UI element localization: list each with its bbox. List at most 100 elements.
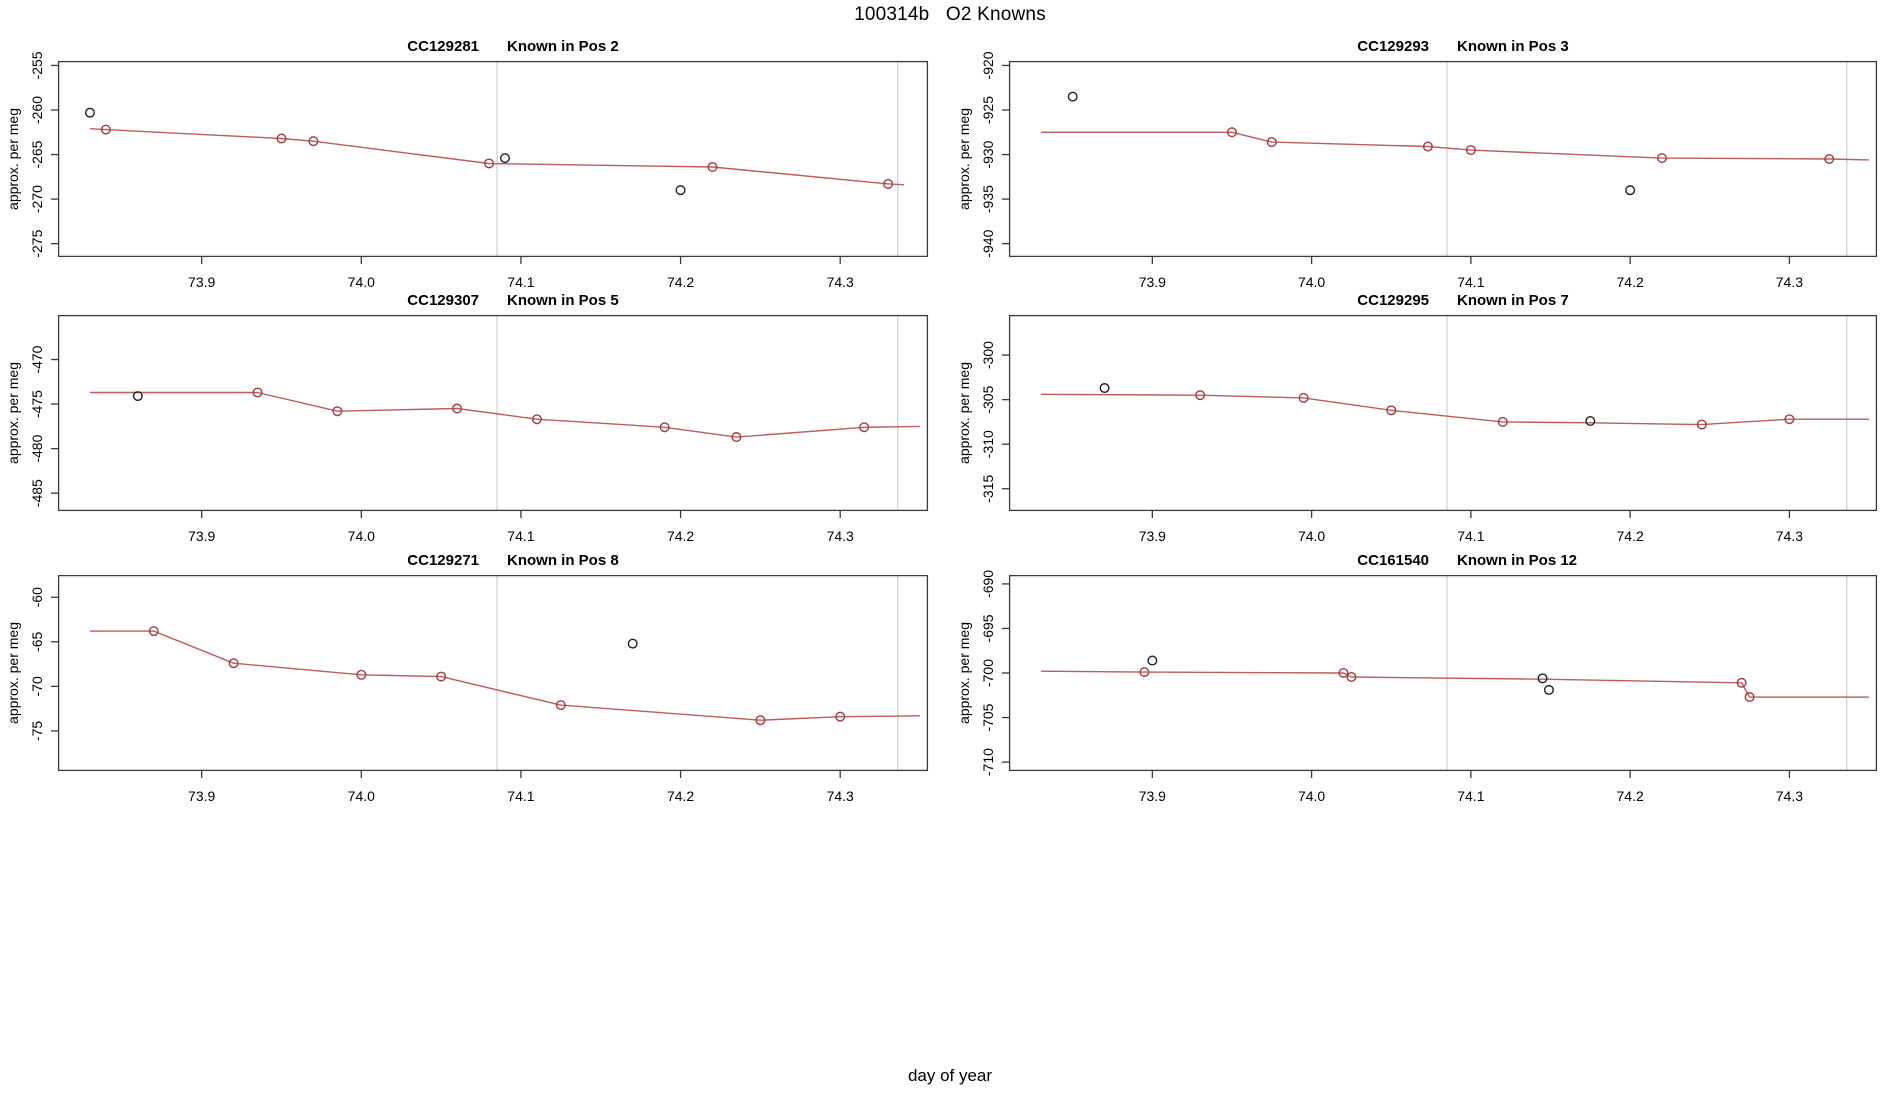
y-tick-label: -65 — [29, 631, 45, 651]
y-tick-label: -940 — [980, 229, 996, 257]
subplot-title-pos: Known in Pos 8 — [507, 552, 619, 569]
plot-area: 73.9 74.0 74.1 74.2 74.3 -60 -65 -70 -75 approx. … — [5, 552, 929, 804]
flagged-point — [675, 185, 686, 196]
fit-line — [89, 391, 921, 438]
x-tick-label: 74.3 — [1776, 528, 1803, 544]
y-tick-label: -275 — [29, 229, 45, 257]
x-tick-label: 74.2 — [667, 274, 694, 290]
data-point — [1736, 677, 1747, 688]
plot-frame — [57, 574, 929, 772]
y-tick-label: -480 — [29, 434, 45, 462]
data-point — [707, 162, 718, 173]
data-point — [1338, 667, 1349, 678]
y-tick-label: -75 — [29, 721, 45, 741]
x-tick-label: 74.1 — [507, 274, 534, 290]
y-axis-label: approx. per meg — [956, 362, 972, 464]
y-tick-label: -265 — [29, 140, 45, 168]
flagged-point — [1543, 684, 1554, 695]
data-point — [859, 422, 870, 433]
plot-area: 73.9 74.0 74.1 74.2 74.3 -470 -475 -480 -485 appr… — [5, 292, 929, 544]
x-tick-label: 74.3 — [827, 528, 854, 544]
data-point — [1696, 419, 1707, 430]
flagged-point — [1585, 416, 1596, 427]
subplot-title-pos: Known in Pos 12 — [1457, 552, 1577, 569]
y-tick-label: -260 — [29, 96, 45, 124]
flagged-point — [499, 153, 510, 164]
data-point — [332, 406, 343, 417]
subplot-title-id: CC129281 — [407, 38, 479, 55]
y-tick-label: -300 — [980, 341, 996, 369]
x-tick-label: 74.2 — [667, 788, 694, 804]
data-point — [835, 711, 846, 722]
fit-line — [1040, 131, 1870, 161]
data-point — [1422, 141, 1433, 152]
data-point — [228, 658, 239, 669]
y-axis-label: approx. per meg — [5, 362, 21, 464]
x-tick-label: 73.9 — [1139, 274, 1166, 290]
plot-area: 73.9 74.0 74.1 74.2 74.3 -690 -695 -700 -705 -710… — [956, 552, 1878, 804]
y-tick-label: -705 — [980, 703, 996, 731]
y-tick-label: -70 — [29, 676, 45, 696]
data-point — [1784, 414, 1795, 425]
subplot-title-id: CC129295 — [1357, 292, 1429, 309]
x-tick-label: 73.9 — [188, 528, 215, 544]
subplot-title-pos: Known in Pos 7 — [1457, 292, 1569, 309]
y-tick-label: -935 — [980, 185, 996, 213]
x-tick-label: 74.0 — [348, 788, 375, 804]
subplot-title-id: CC161540 — [1357, 552, 1429, 569]
x-tick-label: 74.2 — [1617, 528, 1644, 544]
data-point — [1744, 692, 1755, 703]
subplot-title-pos: Known in Pos 5 — [507, 292, 619, 309]
x-tick-label: 74.3 — [827, 274, 854, 290]
y-tick-label: -485 — [29, 479, 45, 507]
data-point — [1465, 145, 1476, 156]
flagged-point — [1147, 655, 1158, 666]
x-tick-label: 74.1 — [507, 528, 534, 544]
x-tick-label: 73.9 — [188, 788, 215, 804]
y-tick-label: -255 — [29, 51, 45, 79]
subplot-title-pos: Known in Pos 2 — [507, 38, 619, 55]
data-point — [1195, 390, 1206, 401]
data-point — [555, 700, 566, 711]
y-tick-label: -925 — [980, 96, 996, 124]
plot-frame — [57, 314, 929, 512]
x-tick-label: 74.0 — [348, 274, 375, 290]
x-tick-label: 74.2 — [667, 528, 694, 544]
x-tick-label: 74.3 — [827, 788, 854, 804]
data-point — [1656, 153, 1667, 164]
data-point — [1386, 405, 1397, 416]
fit-line — [89, 630, 921, 721]
flagged-point — [627, 638, 638, 649]
subplot-cc161540: 73.9 74.0 74.1 74.2 74.3 -690 -695 -700 -705 -710… — [956, 552, 1878, 804]
flagged-point — [1067, 91, 1078, 102]
figure-title: 100314b O2 Knowns — [854, 4, 1046, 25]
y-tick-label: -700 — [980, 659, 996, 687]
y-tick-label: -310 — [980, 430, 996, 458]
fit-line — [1040, 670, 1869, 698]
data-point — [148, 626, 159, 637]
x-tick-label: 74.0 — [348, 528, 375, 544]
data-point — [1346, 672, 1357, 683]
y-tick-label: -475 — [29, 390, 45, 418]
data-point — [883, 178, 894, 189]
data-point — [731, 432, 742, 443]
flagged-point — [1099, 383, 1110, 394]
subplot-cc129293: 73.9 74.0 74.1 74.2 74.3 -920 -925 -930 -935 -940… — [956, 38, 1878, 290]
subplot-cc129271: 73.9 74.0 74.1 74.2 74.3 -60 -65 -70 -75 approx. … — [5, 552, 929, 804]
y-axis-label: approx. per meg — [5, 108, 21, 210]
y-axis-label: approx. per meg — [956, 622, 972, 724]
flagged-point — [84, 107, 95, 118]
data-point — [659, 422, 670, 433]
subplot-title-pos: Known in Pos 3 — [1457, 38, 1569, 55]
data-point — [1266, 137, 1277, 148]
data-point — [252, 387, 263, 398]
fit-line — [1040, 393, 1869, 426]
y-tick-label: -710 — [980, 748, 996, 776]
subplot-title-id: CC129307 — [407, 292, 479, 309]
plot-frame — [1008, 314, 1878, 512]
plot-frame — [1008, 574, 1878, 772]
y-tick-label: -690 — [980, 570, 996, 598]
y-axis-label: approx. per meg — [5, 622, 21, 724]
data-point — [1298, 392, 1309, 403]
